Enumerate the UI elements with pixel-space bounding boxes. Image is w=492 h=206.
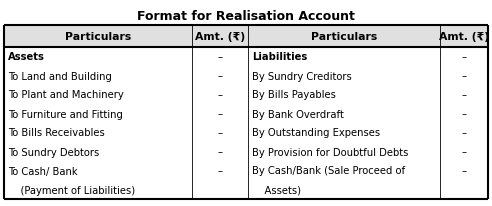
Text: To Bills Receivables: To Bills Receivables [8, 128, 105, 138]
Text: (Payment of Liabilities): (Payment of Liabilities) [8, 185, 135, 194]
Text: To Land and Building: To Land and Building [8, 71, 112, 81]
Text: Particulars: Particulars [311, 32, 377, 42]
Text: –: – [461, 52, 466, 62]
Text: By Bills Payables: By Bills Payables [252, 90, 336, 100]
Text: –: – [217, 147, 222, 157]
Text: –: – [461, 166, 466, 176]
Text: –: – [461, 109, 466, 119]
Text: Assets: Assets [8, 52, 45, 62]
Text: –: – [217, 71, 222, 81]
Text: Amt. (₹): Amt. (₹) [439, 32, 489, 42]
Text: To Furniture and Fitting: To Furniture and Fitting [8, 109, 123, 119]
Text: –: – [217, 166, 222, 176]
Text: Liabilities: Liabilities [252, 52, 307, 62]
Text: –: – [217, 90, 222, 100]
Text: By Bank Overdraft: By Bank Overdraft [252, 109, 344, 119]
Text: –: – [461, 90, 466, 100]
Text: –: – [217, 109, 222, 119]
Text: –: – [217, 52, 222, 62]
Text: To Plant and Machinery: To Plant and Machinery [8, 90, 124, 100]
Text: Format for Realisation Account: Format for Realisation Account [137, 9, 355, 22]
Text: –: – [461, 128, 466, 138]
Text: By Outstanding Expenses: By Outstanding Expenses [252, 128, 380, 138]
Text: –: – [461, 71, 466, 81]
Text: By Cash/Bank (Sale Proceed of: By Cash/Bank (Sale Proceed of [252, 166, 405, 176]
Text: Amt. (₹): Amt. (₹) [195, 32, 245, 42]
Text: To Sundry Debtors: To Sundry Debtors [8, 147, 99, 157]
Text: To Cash/ Bank: To Cash/ Bank [8, 166, 78, 176]
Text: Assets): Assets) [252, 185, 301, 194]
Text: –: – [461, 147, 466, 157]
Text: Particulars: Particulars [65, 32, 131, 42]
Text: By Sundry Creditors: By Sundry Creditors [252, 71, 352, 81]
Text: By Provision for Doubtful Debts: By Provision for Doubtful Debts [252, 147, 408, 157]
Text: –: – [217, 128, 222, 138]
